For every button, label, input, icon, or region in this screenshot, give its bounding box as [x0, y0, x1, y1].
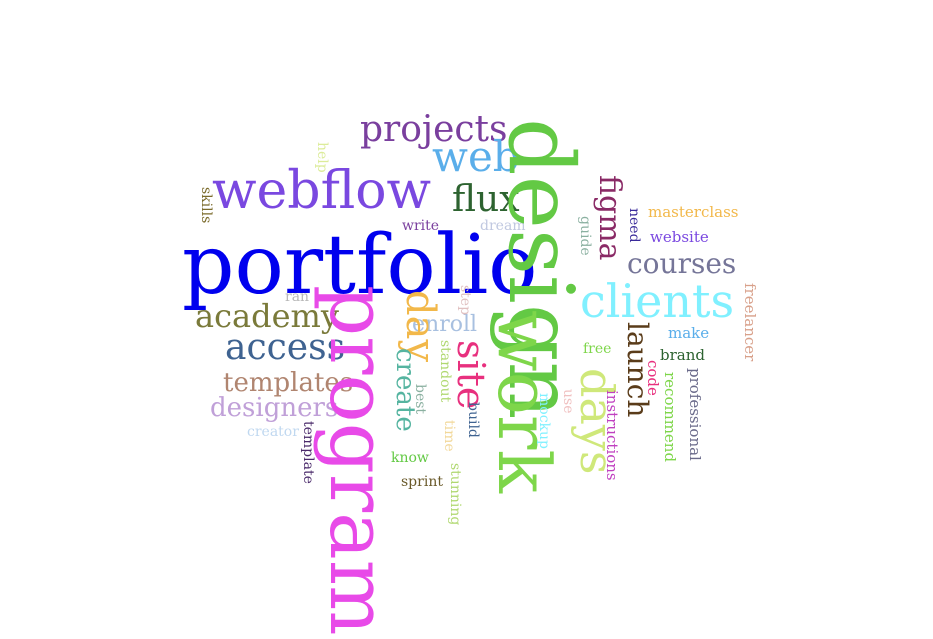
word-build: build [465, 402, 481, 438]
word-site: site [449, 340, 493, 410]
word-best: best [412, 384, 428, 415]
word-website: website [650, 228, 709, 246]
word-flux: flux [452, 179, 520, 220]
word-masterclass: masterclass [648, 203, 739, 221]
word-figma: figma [592, 175, 627, 261]
word-brand: brand [660, 346, 705, 364]
word-designers: designers [210, 393, 339, 423]
word-creator: creator [247, 424, 299, 440]
word-sprint: sprint [401, 474, 443, 490]
word-standout: standout [437, 340, 453, 403]
word-mockup: mockup [536, 393, 552, 450]
word-use: use [560, 389, 576, 414]
word-help: help [314, 142, 330, 173]
word-projects: projects [360, 109, 508, 150]
word-guide: guide [577, 216, 593, 256]
word-academy: academy [195, 297, 339, 335]
word-templates: templates [223, 368, 354, 398]
word-portfolio: portfolio [182, 218, 538, 313]
word-recommend: recommend [661, 372, 679, 463]
word-code: code [644, 360, 662, 396]
word-professional: professional [686, 368, 704, 461]
word-ran: ran [285, 289, 310, 305]
word-need: need [626, 208, 642, 243]
word-freelancer: freelancer [741, 283, 759, 362]
word-step: step [457, 285, 473, 316]
word-program: program [312, 285, 405, 636]
word-free: free [583, 341, 612, 357]
word-web: web [432, 132, 520, 181]
word-enroll: enroll [412, 312, 478, 337]
word-make: make [668, 324, 710, 342]
word-access: access [225, 327, 346, 368]
word-know: know [391, 450, 429, 466]
word-time: time [441, 420, 457, 452]
word-webflow: webflow [212, 161, 432, 221]
word-stunning: stunning [447, 463, 463, 526]
word-write: write [402, 218, 440, 234]
word-clients: clients [580, 274, 735, 328]
word-dream: dream [480, 218, 526, 234]
word-skills: skills [198, 187, 214, 224]
word-courses: courses [627, 247, 737, 280]
word-instructions: instructions [603, 390, 621, 481]
word-template: template [300, 421, 316, 484]
